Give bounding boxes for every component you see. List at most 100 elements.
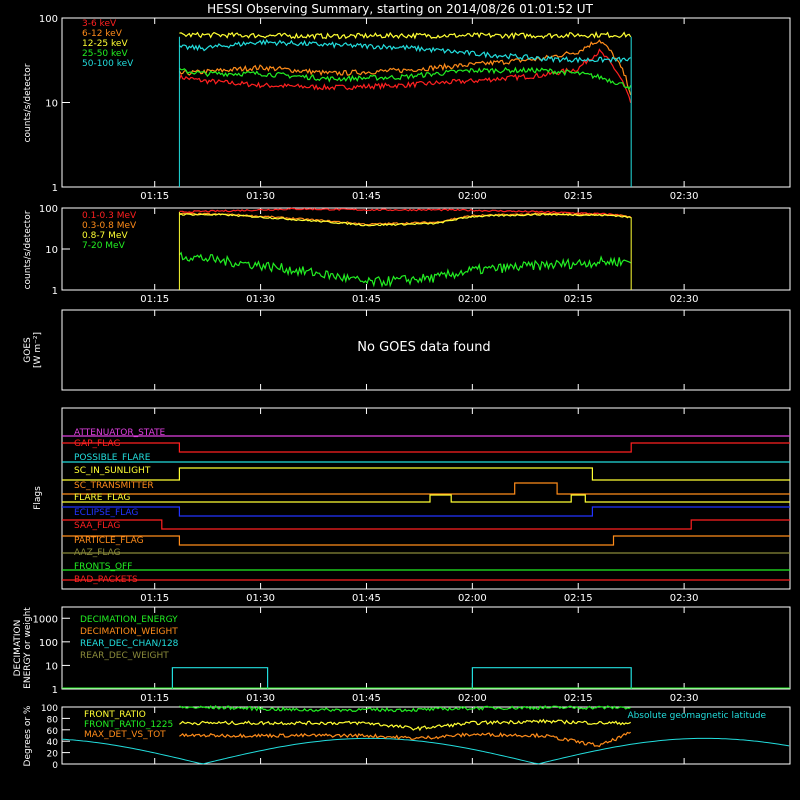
lightcurve-panel: 01:15 01:30 01:45 02:00 02:15 02:30 1 10 100 3-6 … bbox=[23, 14, 791, 202]
gamma-ytick-label: 10 bbox=[45, 245, 58, 256]
decimation-panel-time-label: 02:00 bbox=[458, 693, 487, 704]
gamma-panel-time-label: 01:15 bbox=[140, 294, 169, 305]
flag-label: GAP_FLAG bbox=[74, 439, 120, 449]
gamma-series-line-1 bbox=[179, 207, 631, 218]
flag-trace-9 bbox=[62, 535, 790, 546]
ratio-series-line-2 bbox=[179, 705, 631, 713]
lightcurve-panel-time-label: 01:30 bbox=[246, 191, 275, 202]
gamma-series-line-3 bbox=[179, 212, 632, 227]
flag-label: PARTICLE_FLAG bbox=[74, 536, 144, 546]
decimation-legend-entry: REAR_DEC_CHAN/128 bbox=[80, 639, 179, 649]
ratio-ytick-label: 40 bbox=[47, 738, 59, 748]
ratio-ytick-label: 20 bbox=[47, 750, 59, 760]
lightcurve-panel-time-label: 02:00 bbox=[458, 191, 487, 202]
flag-label: SC_IN_SUNLIGHT bbox=[74, 466, 151, 476]
decimation-ylabel: DECIMATION bbox=[13, 620, 23, 677]
legend-entry: 50-100 keV bbox=[82, 59, 134, 69]
series-line-5 bbox=[179, 38, 631, 64]
lightcurve-panel-time-label: 01:15 bbox=[140, 191, 169, 202]
ratio-panel-frame bbox=[61, 706, 791, 765]
flags-panel-time-label: 01:15 bbox=[140, 593, 169, 604]
flag-label: BAD_PACKETS bbox=[74, 575, 138, 585]
goes-ylabel-units: [W m⁻²] bbox=[33, 332, 43, 368]
goes-panel: No GOES data found GOES [W m⁻²] bbox=[23, 309, 791, 391]
ratio-ytick-label: 100 bbox=[41, 704, 58, 714]
ratio-ylabel: Degrees or % bbox=[23, 705, 33, 766]
flag-trace-2 bbox=[62, 442, 790, 453]
flags-panel-time-label: 02:15 bbox=[564, 593, 593, 604]
decimation-panel: 01:15 01:30 01:45 02:00 02:15 02:30 1 10 100 1000… bbox=[13, 606, 791, 704]
decimation-ytick-label: 1000 bbox=[33, 614, 58, 625]
geomagnetic-latitude-annotation: Absolute geomagnetic latitude bbox=[627, 711, 766, 721]
series-line-3 bbox=[179, 30, 632, 41]
lightcurve-ylabel: counts/s/detector bbox=[23, 63, 33, 142]
gamma-panel: 01:15 01:30 01:45 02:00 02:15 02:30 1 10 100 0.1-… bbox=[23, 204, 791, 305]
decimation-ytick-label: 100 bbox=[39, 638, 58, 649]
gamma-panel-time-label: 02:15 bbox=[564, 294, 593, 305]
flag-label: FRONTS_OFF bbox=[74, 562, 132, 572]
decimation-panel-time-label: 01:30 bbox=[246, 693, 275, 704]
gamma-legend-entry: 0.3-0.8 MeV bbox=[82, 221, 137, 231]
gamma-legend-entry: 0.1-0.3 MeV bbox=[82, 211, 137, 221]
lightcurve-panel-time-label: 02:30 bbox=[670, 191, 699, 202]
decimation-ytick-label: 1 bbox=[52, 685, 58, 696]
lightcurve-ytick-label: 10 bbox=[45, 99, 58, 110]
legend-entry: 25-50 keV bbox=[82, 49, 128, 59]
flags-panel-time-label: 02:30 bbox=[670, 593, 699, 604]
ratio-legend-entry: FRONT_RATIO_1225 bbox=[84, 720, 173, 730]
no-goes-message: No GOES data found bbox=[357, 340, 490, 355]
decimation-panel-time-label: 01:15 bbox=[140, 693, 169, 704]
gamma-legend-entry: 0.8-7 MeV bbox=[82, 231, 128, 241]
flags-panel-time-label: 01:30 bbox=[246, 593, 275, 604]
ratio-ytick-label: 80 bbox=[47, 715, 59, 725]
ratio-series-line-3 bbox=[179, 731, 632, 748]
gamma-ytick-label: 1 bbox=[52, 286, 58, 297]
lightcurve-panel-time-label: 02:15 bbox=[564, 191, 593, 202]
gamma-ylabel: counts/s/detector bbox=[23, 210, 33, 289]
lightcurve-panel-time-label: 01:45 bbox=[352, 191, 381, 202]
flag-label: ATTENUATOR_STATE bbox=[74, 428, 166, 438]
lightcurve-ytick-label: 1 bbox=[52, 183, 58, 194]
flag-label: AAZ_FLAG bbox=[74, 548, 121, 558]
gamma-series-line-2 bbox=[179, 212, 631, 226]
gamma-panel-time-label: 02:30 bbox=[670, 294, 699, 305]
goes-ylabel: GOES bbox=[23, 337, 33, 363]
flags-panel-time-label: 02:00 bbox=[458, 593, 487, 604]
flag-label: SC_TRANSMITTER bbox=[74, 481, 154, 491]
flags-panel-frame bbox=[61, 407, 791, 590]
gamma-series-line-4 bbox=[178, 251, 632, 288]
series-line-4 bbox=[179, 66, 632, 91]
ratio-legend-entry: FRONT_RATIO bbox=[84, 710, 146, 720]
lightcurve-panel-frame bbox=[61, 17, 791, 188]
gamma-panel-time-label: 02:00 bbox=[458, 294, 487, 305]
gamma-panel-time-label: 01:45 bbox=[352, 294, 381, 305]
gamma-ytick-label: 100 bbox=[39, 204, 58, 215]
decimation-panel-frame bbox=[61, 606, 791, 690]
decimation-legend-entry: REAR_DEC_WEIGHT bbox=[80, 651, 169, 661]
flag-label: SAA_FLAG bbox=[74, 521, 120, 531]
lightcurve-ytick-label: 100 bbox=[39, 14, 58, 25]
decimation-legend-entry: DECIMATION_ENERGY bbox=[80, 615, 178, 625]
series-line-2 bbox=[178, 39, 632, 96]
flags-panel: 01:15 01:30 01:45 02:00 02:15 02:30 ATTENUATOR… bbox=[33, 407, 791, 604]
flag-label: ECLIPSE_FLAG bbox=[74, 508, 138, 518]
flag-trace-7 bbox=[62, 506, 790, 517]
flag-trace-6 bbox=[62, 494, 790, 503]
legend-entry: 6-12 keV bbox=[82, 29, 123, 39]
decimation-legend-entry: DECIMATION_WEIGHT bbox=[80, 627, 178, 637]
flag-trace-8 bbox=[62, 519, 790, 530]
legend-entry: 3-6 keV bbox=[82, 19, 117, 29]
decimation-panel-time-label: 02:30 bbox=[670, 693, 699, 704]
ratio-legend-entry: MAX_DET_VS_TOT bbox=[84, 730, 166, 740]
decimation-panel-time-label: 02:15 bbox=[564, 693, 593, 704]
ratio-series-line-1 bbox=[179, 718, 631, 732]
ratio-ytick-label: 60 bbox=[47, 727, 59, 737]
panels: 01:15 01:30 01:45 02:00 02:15 02:30 1 10 100 3-6 … bbox=[13, 14, 791, 771]
goes-panel-frame bbox=[61, 309, 791, 391]
geomagnetic-latitude-trace bbox=[61, 737, 790, 765]
rear-dec-chan-trace bbox=[171, 667, 632, 689]
series-line-1 bbox=[178, 48, 632, 103]
flag-label: POSSIBLE_FLARE bbox=[74, 453, 151, 463]
